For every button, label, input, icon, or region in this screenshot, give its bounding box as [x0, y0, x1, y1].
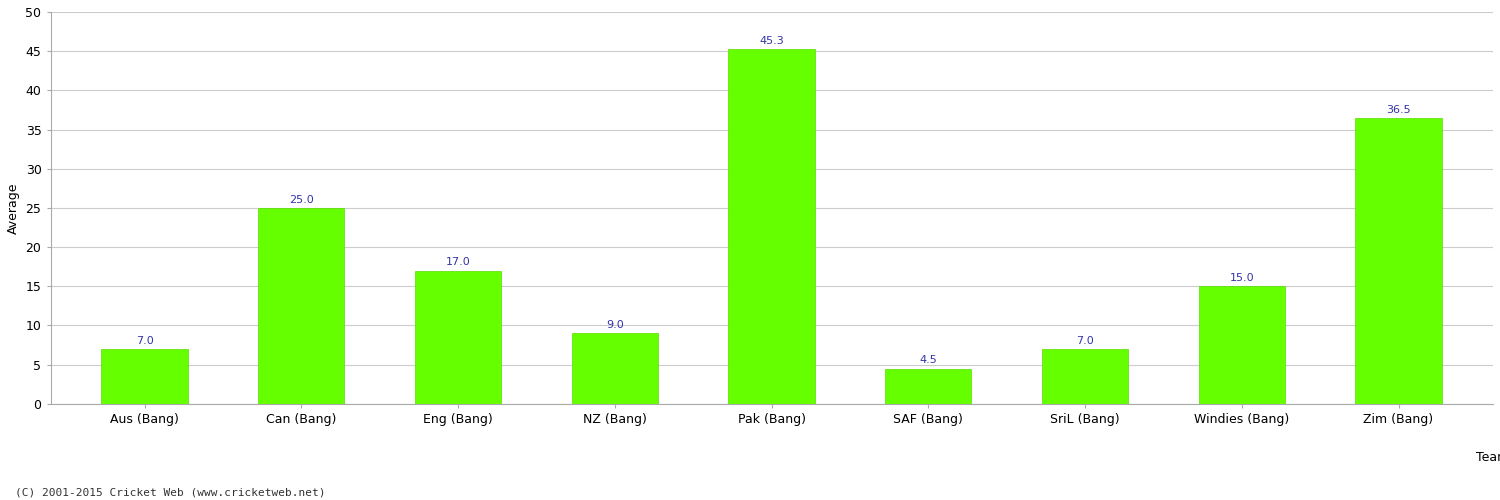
Bar — [102, 349, 188, 404]
Text: 4.5: 4.5 — [920, 356, 938, 366]
Bar — [729, 49, 815, 404]
X-axis label: Team: Team — [1476, 451, 1500, 464]
Text: 25.0: 25.0 — [290, 195, 314, 205]
Text: 45.3: 45.3 — [759, 36, 784, 46]
Text: (C) 2001-2015 Cricket Web (www.cricketweb.net): (C) 2001-2015 Cricket Web (www.cricketwe… — [15, 488, 326, 498]
Bar — [885, 368, 972, 404]
Bar — [258, 208, 345, 404]
Bar — [1042, 349, 1128, 404]
Bar — [416, 270, 501, 404]
Bar — [1198, 286, 1286, 404]
Text: 9.0: 9.0 — [606, 320, 624, 330]
Bar — [572, 334, 658, 404]
Text: 7.0: 7.0 — [1076, 336, 1094, 346]
Text: 17.0: 17.0 — [446, 258, 471, 268]
Bar — [1356, 118, 1442, 404]
Y-axis label: Average: Average — [8, 182, 20, 234]
Text: 7.0: 7.0 — [135, 336, 153, 346]
Text: 36.5: 36.5 — [1386, 104, 1411, 115]
Text: 15.0: 15.0 — [1230, 273, 1254, 283]
